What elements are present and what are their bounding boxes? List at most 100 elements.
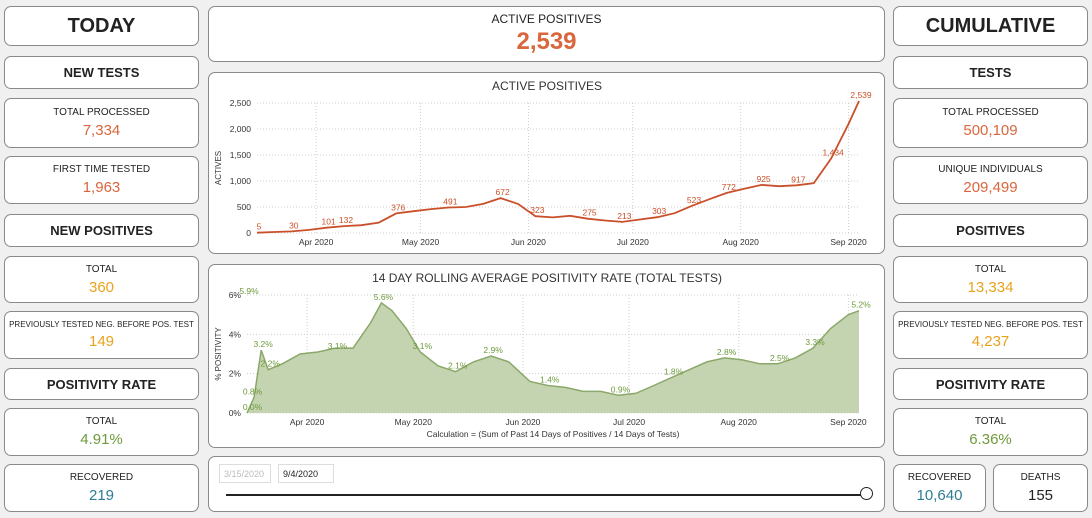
data-label: 1.4% <box>540 374 560 384</box>
y-tick-label: 2% <box>229 369 242 379</box>
data-label: 1,434 <box>823 147 845 157</box>
y-axis-label: ACTIVES <box>214 151 223 185</box>
data-label: 491 <box>443 196 457 206</box>
today-first-time-card: FIRST TIME TESTED 1,963 <box>4 156 199 204</box>
chart-title: 14 DAY ROLLING AVERAGE POSITIVITY RATE (… <box>372 271 722 285</box>
cumulative-title-text: CUMULATIVE <box>925 14 1056 37</box>
data-label: 917 <box>791 174 805 184</box>
data-label: 925 <box>756 174 770 184</box>
data-label: 0.0% <box>243 402 263 412</box>
cumulative-positives-total-label: TOTAL <box>974 263 1007 275</box>
today-title: TODAY <box>4 6 199 46</box>
x-tick-label: Jul 2020 <box>617 237 649 247</box>
cumulative-positivity-header-text: POSITIVITY RATE <box>935 376 1046 392</box>
cumulative-positives-header-text: POSITIVES <box>956 223 1025 238</box>
today-positivity-header: POSITIVITY RATE <box>4 368 199 400</box>
today-new-tests-header-text: NEW TESTS <box>63 65 140 80</box>
x-tick-label: Aug 2020 <box>722 237 759 247</box>
data-label: 672 <box>495 187 509 197</box>
chart-title: ACTIVE POSITIVES <box>492 79 602 93</box>
cumulative-deaths-label: DEATHS <box>1020 472 1061 483</box>
cumulative-total-processed-label: TOTAL PROCESSED <box>942 107 1039 118</box>
cumulative-recovered-card: RECOVERED 10,640 <box>893 464 986 512</box>
data-label: 5.9% <box>239 286 259 296</box>
data-label: 2.2% <box>261 359 281 369</box>
cumulative-total-processed-value: 500,109 <box>963 122 1018 139</box>
data-label: 0.9% <box>611 384 631 394</box>
data-label: 376 <box>391 202 405 212</box>
active-positives-chart: ACTIVE POSITIVES 0 500 1,000 1,500 2,000 2,500… <box>214 79 872 247</box>
y-tick-label: 0 <box>246 228 251 238</box>
data-label: 5.6% <box>374 292 394 302</box>
today-title-text: TODAY <box>67 14 136 37</box>
today-positivity-total-card: TOTAL 4.91% <box>4 408 199 456</box>
x-tick-label: Sep 2020 <box>830 417 867 427</box>
today-total-processed-value: 7,334 <box>82 122 121 139</box>
y-tick-label: 6% <box>229 290 242 300</box>
slider-end-handle[interactable] <box>860 487 873 500</box>
today-recovered-value: 219 <box>88 487 115 504</box>
today-positivity-header-text: POSITIVITY RATE <box>46 376 157 392</box>
cumulative-tests-header: TESTS <box>893 56 1088 89</box>
today-new-positives-header: NEW POSITIVES <box>4 214 199 247</box>
data-label: 772 <box>722 182 736 192</box>
today-recovered-label: RECOVERED <box>69 472 134 483</box>
y-tick-label: 500 <box>237 202 251 212</box>
today-first-time-label: FIRST TIME TESTED <box>52 164 151 175</box>
today-prev-tested-card: PREVIOUSLY TESTED NEG. BEFORE POS. TEST … <box>4 311 199 359</box>
data-label: 3.3% <box>805 337 825 347</box>
data-label: 213 <box>617 211 631 221</box>
x-tick-label: Jun 2020 <box>505 417 540 427</box>
cumulative-positives-header: POSITIVES <box>893 214 1088 247</box>
y-tick-label: 1,500 <box>230 150 252 160</box>
today-positives-total-label: TOTAL <box>85 263 118 275</box>
cumulative-positives-total-value: 13,334 <box>967 278 1014 296</box>
today-positives-total-card: TOTAL 360 <box>4 256 199 303</box>
cumulative-positivity-total-label: TOTAL <box>974 416 1007 427</box>
x-tick-label: Sep 2020 <box>830 237 867 247</box>
active-positives-value: 2,539 <box>516 28 577 55</box>
today-total-processed-card: TOTAL PROCESSED 7,334 <box>4 98 199 148</box>
active-positives-chart-card: ACTIVE POSITIVES 0 500 1,000 1,500 2,000 2,500… <box>208 72 885 254</box>
data-label: 2,539 <box>850 90 872 100</box>
y-tick-label: 1,000 <box>230 176 252 186</box>
positivity-rate-chart: 14 DAY ROLLING AVERAGE POSITIVITY RATE (… <box>214 271 871 439</box>
slider-end-date[interactable]: 9/4/2020 <box>278 464 334 483</box>
cumulative-positives-total-card: TOTAL 13,334 <box>893 256 1088 303</box>
positivity-line <box>246 301 860 414</box>
today-total-processed-label: TOTAL PROCESSED <box>53 107 150 118</box>
today-prev-tested-value: 149 <box>88 333 115 350</box>
data-label: 2.8% <box>717 347 737 357</box>
slider-track[interactable] <box>226 494 866 496</box>
data-label: 323 <box>530 205 544 215</box>
data-label: 5.2% <box>851 300 871 310</box>
x-tick-label: May 2020 <box>395 417 433 427</box>
today-positives-total-value: 360 <box>88 278 115 296</box>
today-new-tests-header: NEW TESTS <box>4 56 199 89</box>
y-tick-label: 0% <box>229 408 242 418</box>
cumulative-unique-label: UNIQUE INDIVIDUALS <box>938 164 1043 175</box>
slider-start-date[interactable]: 3/15/2020 <box>219 464 271 483</box>
active-positives-kpi: ACTIVE POSITIVES 2,539 <box>208 6 885 62</box>
cumulative-positivity-total-card: TOTAL 6.36% <box>893 408 1088 456</box>
data-label: 2.9% <box>483 345 503 355</box>
today-positivity-total-label: TOTAL <box>85 416 118 427</box>
cumulative-deaths-card: DEATHS 155 <box>993 464 1088 512</box>
data-label: 303 <box>652 206 666 216</box>
cumulative-prev-tested-value: 4,237 <box>971 333 1010 350</box>
cumulative-positivity-total-value: 6.36% <box>969 431 1012 448</box>
x-tick-label: Jul 2020 <box>613 417 645 427</box>
data-label: 2.5% <box>770 353 790 363</box>
y-tick-label: 2,500 <box>230 98 252 108</box>
data-label: 3.1% <box>328 341 348 351</box>
data-label: 132 <box>339 215 353 225</box>
cumulative-recovered-value: 10,640 <box>916 487 963 504</box>
today-positivity-total-value: 4.91% <box>80 431 123 448</box>
cumulative-recovered-label: RECOVERED <box>907 472 972 483</box>
data-label: 30 <box>289 220 299 230</box>
y-tick-label: 4% <box>229 329 242 339</box>
x-tick-label: Apr 2020 <box>290 417 325 427</box>
cumulative-prev-tested-card: PREVIOUSLY TESTED NEG. BEFORE POS. TEST … <box>893 311 1088 359</box>
x-tick-label: Apr 2020 <box>299 237 334 247</box>
today-prev-tested-label: PREVIOUSLY TESTED NEG. BEFORE POS. TEST <box>9 320 194 329</box>
